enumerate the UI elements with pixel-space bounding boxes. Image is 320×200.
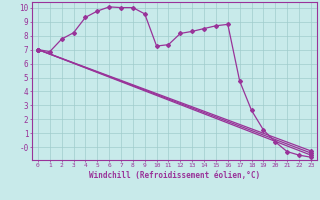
X-axis label: Windchill (Refroidissement éolien,°C): Windchill (Refroidissement éolien,°C) bbox=[89, 171, 260, 180]
